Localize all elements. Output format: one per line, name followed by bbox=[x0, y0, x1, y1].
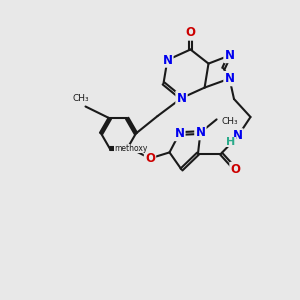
Text: CH₃: CH₃ bbox=[222, 117, 238, 126]
Text: N: N bbox=[162, 53, 172, 67]
Text: CH₃: CH₃ bbox=[73, 94, 89, 103]
Text: methoxy: methoxy bbox=[114, 144, 147, 153]
Text: N: N bbox=[176, 92, 187, 105]
Text: O: O bbox=[230, 163, 241, 176]
Text: N: N bbox=[232, 129, 243, 142]
Text: H: H bbox=[226, 137, 236, 147]
Text: O: O bbox=[145, 152, 155, 165]
Text: O: O bbox=[185, 26, 196, 40]
Text: N: N bbox=[224, 72, 235, 85]
Text: N: N bbox=[195, 126, 206, 139]
Text: N: N bbox=[224, 49, 235, 62]
Text: N: N bbox=[174, 127, 184, 140]
